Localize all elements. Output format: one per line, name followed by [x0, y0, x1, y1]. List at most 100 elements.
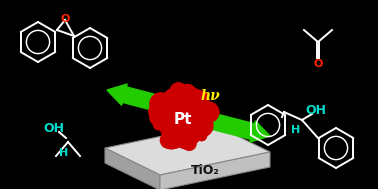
Circle shape	[175, 107, 193, 125]
Circle shape	[177, 108, 192, 123]
Circle shape	[160, 132, 176, 148]
Circle shape	[175, 109, 192, 126]
Circle shape	[185, 103, 204, 122]
Circle shape	[164, 101, 184, 121]
Circle shape	[163, 115, 182, 134]
Circle shape	[149, 102, 169, 122]
Circle shape	[182, 125, 193, 136]
Circle shape	[180, 107, 196, 122]
Circle shape	[165, 107, 184, 125]
Circle shape	[166, 106, 185, 125]
Circle shape	[153, 119, 164, 130]
Circle shape	[150, 110, 164, 125]
Circle shape	[177, 112, 189, 124]
Circle shape	[172, 89, 184, 101]
Circle shape	[175, 109, 189, 124]
Circle shape	[172, 112, 192, 133]
Circle shape	[150, 93, 172, 115]
Text: hν: hν	[200, 89, 220, 103]
Circle shape	[190, 91, 209, 109]
Circle shape	[170, 96, 191, 117]
Text: Pt: Pt	[174, 112, 192, 128]
Circle shape	[173, 104, 194, 125]
Circle shape	[180, 114, 191, 125]
FancyArrow shape	[198, 110, 270, 142]
Circle shape	[191, 90, 203, 102]
Circle shape	[164, 102, 186, 123]
Circle shape	[181, 108, 197, 124]
Circle shape	[188, 110, 200, 122]
Circle shape	[181, 92, 200, 111]
Circle shape	[170, 86, 189, 105]
Circle shape	[196, 107, 207, 118]
Circle shape	[173, 119, 185, 132]
Text: OH: OH	[305, 105, 327, 118]
Circle shape	[180, 119, 193, 132]
Circle shape	[187, 111, 203, 126]
Circle shape	[187, 111, 207, 130]
Text: O: O	[60, 14, 70, 24]
Circle shape	[174, 123, 188, 138]
Circle shape	[162, 126, 178, 142]
Circle shape	[163, 131, 180, 149]
FancyArrow shape	[107, 84, 177, 116]
Circle shape	[195, 120, 210, 136]
Circle shape	[154, 116, 166, 128]
Circle shape	[182, 136, 196, 150]
Circle shape	[178, 114, 189, 125]
Circle shape	[178, 124, 191, 137]
Circle shape	[190, 89, 201, 101]
Circle shape	[196, 130, 207, 141]
Circle shape	[177, 111, 192, 125]
Circle shape	[169, 136, 181, 148]
Circle shape	[166, 95, 177, 106]
Circle shape	[177, 132, 193, 149]
Circle shape	[178, 108, 194, 124]
Circle shape	[192, 115, 213, 137]
Circle shape	[179, 98, 196, 115]
Circle shape	[178, 112, 197, 132]
Polygon shape	[160, 152, 270, 189]
Circle shape	[150, 103, 172, 124]
Circle shape	[186, 88, 197, 98]
Circle shape	[176, 113, 189, 126]
Circle shape	[175, 112, 188, 126]
Circle shape	[180, 124, 194, 138]
Text: H: H	[59, 148, 69, 158]
Circle shape	[164, 95, 183, 114]
Circle shape	[179, 115, 193, 130]
Circle shape	[183, 93, 195, 105]
Circle shape	[170, 95, 189, 113]
Circle shape	[170, 112, 187, 129]
Circle shape	[174, 107, 194, 127]
Circle shape	[153, 111, 166, 124]
Circle shape	[189, 104, 200, 114]
Circle shape	[173, 94, 184, 106]
Circle shape	[154, 108, 174, 128]
Circle shape	[171, 106, 193, 128]
Circle shape	[165, 115, 177, 127]
Circle shape	[177, 109, 194, 125]
Circle shape	[167, 129, 183, 146]
Circle shape	[175, 109, 189, 123]
Polygon shape	[105, 125, 270, 175]
Circle shape	[171, 107, 192, 128]
Circle shape	[190, 108, 200, 118]
Circle shape	[168, 112, 189, 132]
Circle shape	[196, 113, 208, 125]
Circle shape	[184, 95, 204, 115]
Circle shape	[188, 111, 207, 129]
Circle shape	[170, 83, 187, 99]
Circle shape	[178, 134, 190, 146]
Circle shape	[175, 110, 194, 128]
Text: O: O	[313, 59, 323, 69]
Circle shape	[173, 92, 194, 113]
Circle shape	[189, 115, 206, 132]
Circle shape	[168, 99, 187, 119]
Circle shape	[167, 104, 186, 122]
Text: OH: OH	[43, 122, 65, 135]
Circle shape	[177, 112, 190, 125]
Circle shape	[173, 108, 193, 128]
Circle shape	[202, 106, 217, 121]
Circle shape	[180, 131, 191, 142]
